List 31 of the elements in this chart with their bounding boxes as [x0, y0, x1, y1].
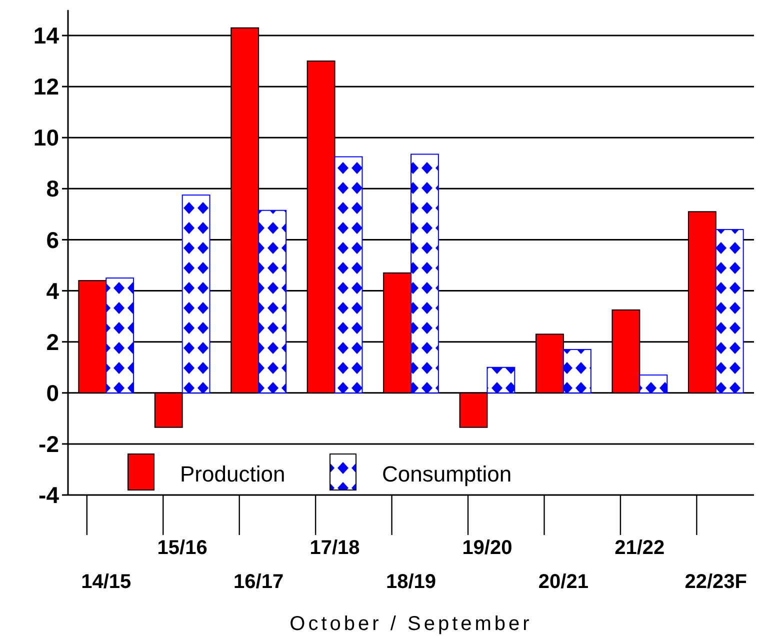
- x-tick-label: 20/21: [538, 571, 588, 593]
- bar: [182, 194, 210, 394]
- y-tick-label: -2: [38, 430, 59, 457]
- x-tick-label: 16/17: [234, 571, 284, 593]
- y-tick-label: 8: [46, 176, 60, 202]
- bar: [410, 154, 439, 394]
- bar: [715, 229, 744, 394]
- y-tick-label: 0: [46, 380, 59, 406]
- bar: [106, 278, 134, 394]
- x-tick-label: 22/23F: [684, 571, 748, 593]
- y-tick-label: 4: [46, 278, 60, 304]
- x-tick-label: 14/15: [81, 571, 132, 593]
- bar: [486, 366, 516, 394]
- y-tick-label: 6: [46, 226, 59, 253]
- y-tick-label: -4: [38, 482, 60, 508]
- x-tick-label: 18/19: [386, 571, 436, 593]
- y-tick-label: 14: [33, 22, 60, 49]
- bar: [562, 349, 592, 394]
- x-tick-label: 17/18: [310, 537, 360, 559]
- y-tick-label: 12: [33, 74, 59, 100]
- legend-label: Consumption: [382, 462, 512, 487]
- legend-label: Production: [180, 462, 286, 487]
- bar: [334, 156, 363, 394]
- bar: [258, 210, 286, 394]
- bar: [639, 374, 668, 394]
- y-tick-label: 10: [33, 124, 59, 151]
- x-tick-label: 21/22: [614, 537, 665, 559]
- x-axis-title: October / September: [290, 613, 532, 635]
- x-tick-label: 15/16: [157, 537, 208, 559]
- y-tick-label: 2: [46, 328, 59, 355]
- x-tick-label: 19/20: [462, 537, 512, 559]
